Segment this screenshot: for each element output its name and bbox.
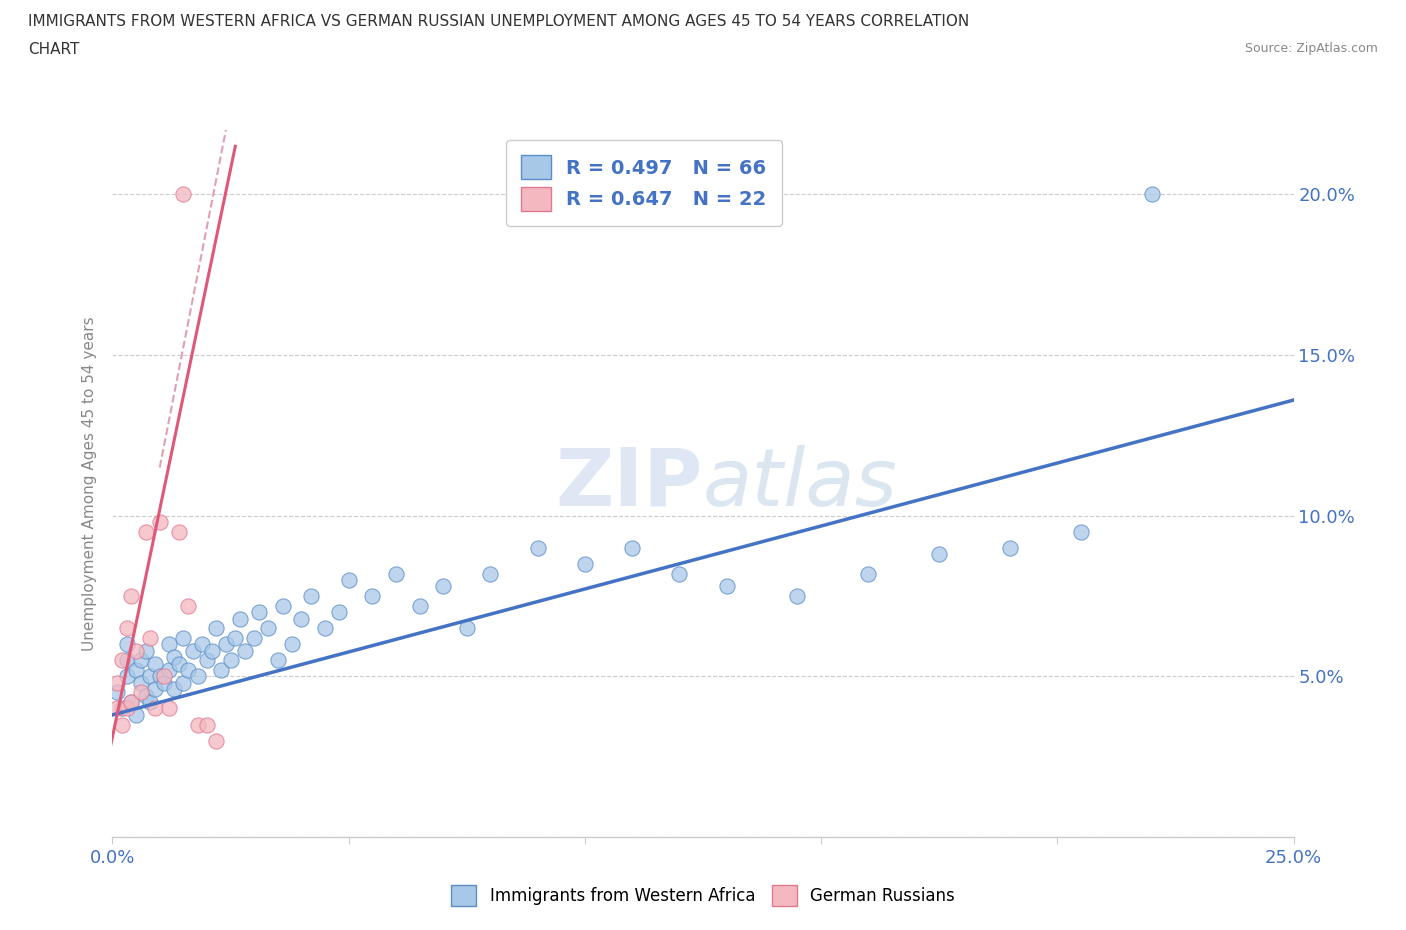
- Point: [257, 620, 280, 635]
- Point: [314, 620, 336, 635]
- Point: [456, 620, 478, 635]
- Point: [186, 717, 208, 732]
- Text: CHART: CHART: [28, 42, 80, 57]
- Point: [111, 653, 134, 668]
- Point: [115, 701, 138, 716]
- Point: [205, 620, 228, 635]
- Point: [233, 644, 256, 658]
- Point: [1070, 525, 1092, 539]
- Point: [201, 644, 224, 658]
- Point: [125, 662, 148, 677]
- Point: [328, 604, 350, 619]
- Point: [135, 644, 157, 658]
- Point: [167, 656, 190, 671]
- Point: [172, 675, 194, 690]
- Point: [299, 589, 322, 604]
- Point: [858, 566, 880, 581]
- Point: [479, 566, 502, 581]
- Point: [172, 187, 194, 202]
- Legend: Immigrants from Western Africa, German Russians: Immigrants from Western Africa, German R…: [444, 879, 962, 912]
- Point: [115, 653, 138, 668]
- Y-axis label: Unemployment Among Ages 45 to 54 years: Unemployment Among Ages 45 to 54 years: [82, 316, 97, 651]
- Point: [224, 631, 246, 645]
- Point: [191, 637, 214, 652]
- Point: [149, 514, 172, 529]
- Point: [125, 708, 148, 723]
- Point: [247, 604, 270, 619]
- Point: [1140, 187, 1163, 202]
- Text: IMMIGRANTS FROM WESTERN AFRICA VS GERMAN RUSSIAN UNEMPLOYMENT AMONG AGES 45 TO 5: IMMIGRANTS FROM WESTERN AFRICA VS GERMAN…: [28, 14, 969, 29]
- Point: [139, 631, 162, 645]
- Point: [786, 589, 808, 604]
- Point: [267, 653, 290, 668]
- Point: [229, 611, 252, 626]
- Point: [111, 701, 134, 716]
- Point: [139, 669, 162, 684]
- Point: [243, 631, 266, 645]
- Point: [135, 688, 157, 703]
- Point: [621, 540, 644, 555]
- Point: [526, 540, 548, 555]
- Text: atlas: atlas: [703, 445, 898, 523]
- Point: [143, 682, 166, 697]
- Point: [271, 598, 294, 613]
- Point: [143, 656, 166, 671]
- Point: [120, 695, 142, 710]
- Point: [408, 598, 430, 613]
- Point: [115, 669, 138, 684]
- Point: [172, 631, 194, 645]
- Point: [186, 669, 208, 684]
- Point: [574, 556, 596, 571]
- Point: [125, 644, 148, 658]
- Point: [129, 675, 152, 690]
- Point: [120, 695, 142, 710]
- Point: [998, 540, 1021, 555]
- Point: [177, 598, 200, 613]
- Point: [281, 637, 304, 652]
- Point: [205, 733, 228, 748]
- Legend: R = 0.497   N = 66, R = 0.647   N = 22: R = 0.497 N = 66, R = 0.647 N = 22: [506, 140, 782, 226]
- Point: [153, 675, 176, 690]
- Point: [219, 653, 242, 668]
- Point: [337, 573, 360, 588]
- Point: [139, 695, 162, 710]
- Point: [209, 662, 232, 677]
- Point: [129, 653, 152, 668]
- Point: [135, 525, 157, 539]
- Point: [157, 637, 180, 652]
- Point: [105, 685, 128, 700]
- Point: [105, 701, 128, 716]
- Point: [290, 611, 312, 626]
- Point: [163, 682, 186, 697]
- Point: [120, 589, 142, 604]
- Point: [149, 669, 172, 684]
- Point: [157, 662, 180, 677]
- Point: [385, 566, 408, 581]
- Point: [163, 650, 186, 665]
- Point: [153, 669, 176, 684]
- Point: [195, 653, 218, 668]
- Point: [361, 589, 384, 604]
- Text: ZIP: ZIP: [555, 445, 703, 523]
- Point: [928, 547, 950, 562]
- Point: [129, 685, 152, 700]
- Point: [157, 701, 180, 716]
- Text: Source: ZipAtlas.com: Source: ZipAtlas.com: [1244, 42, 1378, 55]
- Point: [177, 662, 200, 677]
- Point: [143, 701, 166, 716]
- Point: [105, 675, 128, 690]
- Point: [195, 717, 218, 732]
- Point: [668, 566, 690, 581]
- Point: [111, 717, 134, 732]
- Point: [215, 637, 238, 652]
- Point: [181, 644, 204, 658]
- Point: [115, 637, 138, 652]
- Point: [432, 579, 454, 594]
- Point: [115, 620, 138, 635]
- Point: [716, 579, 738, 594]
- Point: [167, 525, 190, 539]
